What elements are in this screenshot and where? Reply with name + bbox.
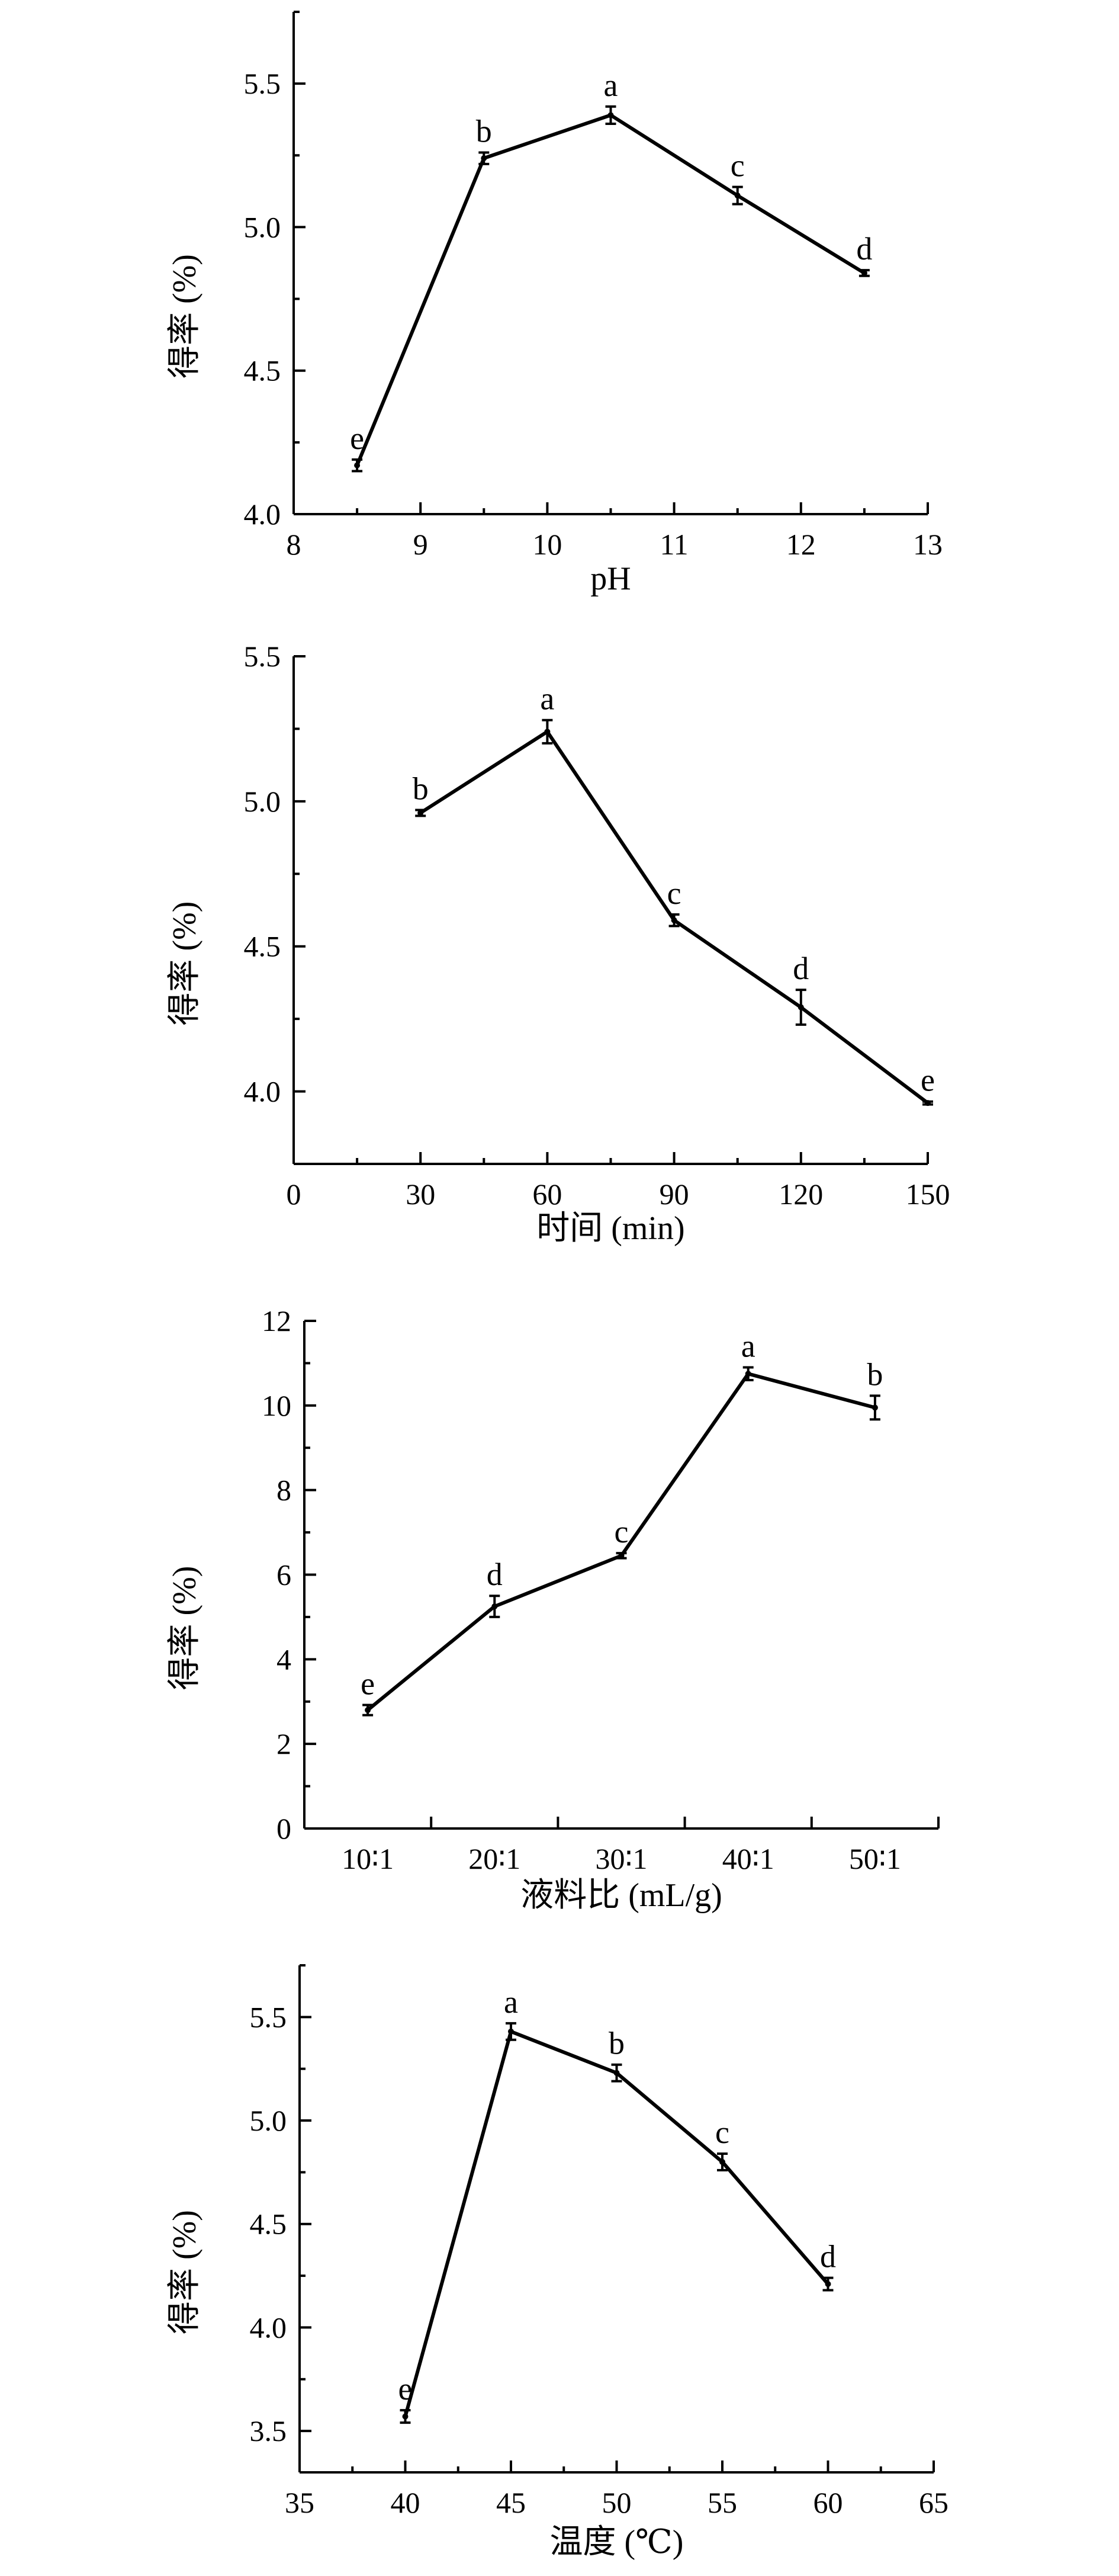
significance-label: e — [350, 421, 364, 456]
data-point — [925, 1100, 931, 1106]
y-tick-label: 4.0 — [250, 2311, 287, 2344]
y-tick-label: 4 — [276, 1643, 291, 1676]
data-point — [508, 2028, 514, 2035]
data-point — [481, 155, 487, 162]
y-tick-label: 5.0 — [244, 785, 281, 818]
x-tick-label: 55 — [708, 2486, 737, 2519]
x-axis-label: 液料比 (mL/g) — [520, 1877, 722, 1914]
x-tick-label: 40 — [391, 2486, 420, 2519]
data-point — [861, 270, 867, 276]
x-tick-label: 30 — [406, 1178, 435, 1211]
data-point — [417, 810, 424, 816]
x-tick-label: 50 — [602, 2486, 632, 2519]
x-tick-label: 30∶1 — [595, 1842, 647, 1875]
x-tick-label: 60 — [813, 2486, 843, 2519]
y-tick-label: 4.5 — [244, 354, 281, 387]
data-point — [618, 1552, 625, 1559]
y-tick-label: 5.0 — [244, 210, 281, 243]
y-tick-label: 0 — [276, 1812, 291, 1845]
data-point — [825, 2281, 831, 2288]
significance-label: a — [540, 681, 554, 717]
data-point — [671, 917, 677, 923]
y-tick-label: 2 — [276, 1727, 291, 1760]
x-axis-label: pH — [590, 560, 631, 597]
significance-label: e — [921, 1063, 935, 1098]
y-axis-label: 得率 (%) — [166, 2210, 203, 2334]
data-point — [607, 112, 614, 118]
x-tick-label: 60 — [532, 1178, 562, 1211]
x-tick-label: 35 — [285, 2486, 314, 2519]
x-tick-label: 8 — [287, 528, 301, 561]
significance-label: a — [504, 1984, 518, 2020]
chart-liquid-ratio: 0 2 4 6 8 10 12 10∶1 20∶1 30∶1 40∶1 50∶1 液料比 (mL/g) 得… — [166, 1304, 940, 1914]
y-tick-label: 6 — [276, 1558, 291, 1592]
significance-label: c — [731, 148, 745, 184]
chart-ph: 4.0 4.5 5.0 5.5 8 9 10 11 12 13 pH 得率 (%) e b a c d — [166, 11, 943, 597]
y-axis-label: 得率 (%) — [166, 1566, 203, 1690]
significance-label: b — [413, 771, 429, 807]
x-axis-label: 时间 (min) — [536, 1210, 684, 1247]
significance-label: c — [615, 1514, 629, 1550]
y-tick-label: 4.5 — [250, 2208, 287, 2241]
x-tick-label: 13 — [913, 528, 943, 561]
y-tick-label: 12 — [262, 1304, 291, 1337]
data-point — [544, 729, 551, 735]
significance-label: d — [793, 951, 809, 986]
data-point — [354, 462, 361, 469]
y-tick-label: 8 — [276, 1474, 291, 1507]
significance-label: e — [361, 1666, 375, 1701]
x-tick-label: 0 — [287, 1178, 301, 1211]
data-point — [491, 1603, 498, 1610]
significance-label: e — [398, 2371, 413, 2407]
data-point — [734, 193, 741, 199]
x-tick-label: 9 — [413, 528, 428, 561]
y-tick-label: 4.0 — [244, 1075, 281, 1108]
x-tick-label: 11 — [660, 528, 689, 561]
y-axis-label: 得率 (%) — [166, 902, 203, 1026]
x-tick-label: 150 — [906, 1178, 950, 1211]
significance-label: b — [867, 1356, 883, 1392]
data-point — [365, 1707, 371, 1714]
data-point — [745, 1371, 751, 1377]
y-tick-label: 5.0 — [250, 2104, 287, 2137]
significance-label: b — [609, 2026, 625, 2061]
significance-label: b — [476, 113, 492, 149]
x-tick-label: 45 — [496, 2486, 526, 2519]
significance-label: d — [856, 231, 872, 267]
y-tick-label: 4.0 — [244, 498, 281, 531]
y-tick-label: 5.5 — [250, 2000, 287, 2033]
data-point — [798, 1004, 804, 1010]
data-point — [613, 2070, 620, 2076]
significance-label: c — [715, 2115, 729, 2150]
data-point — [719, 2158, 725, 2165]
significance-label: d — [820, 2239, 836, 2275]
data-point — [872, 1404, 878, 1411]
y-axis-label: 得率 (%) — [166, 254, 203, 378]
y-tick-label: 3.5 — [250, 2414, 287, 2447]
chart-time: 4.0 4.5 5.0 5.5 0 30 60 90 120 150 时间 (min) 得率 (%) b… — [166, 640, 950, 1247]
significance-label: a — [741, 1329, 755, 1364]
y-tick-label: 5.5 — [244, 67, 281, 100]
x-tick-label: 90 — [660, 1178, 689, 1211]
significance-label: a — [604, 68, 618, 103]
x-tick-label: 50∶1 — [849, 1842, 901, 1875]
x-axis-label: 温度 (℃) — [550, 2524, 684, 2561]
y-tick-label: 5.5 — [244, 640, 281, 673]
y-tick-label: 4.5 — [244, 930, 281, 963]
x-tick-label: 120 — [779, 1178, 823, 1211]
significance-label: d — [487, 1557, 503, 1592]
x-tick-label: 10 — [532, 528, 562, 561]
y-tick-label: 10 — [262, 1389, 291, 1422]
x-tick-label: 40∶1 — [722, 1842, 774, 1875]
x-tick-label: 20∶1 — [468, 1842, 520, 1875]
x-tick-label: 10∶1 — [342, 1842, 394, 1875]
x-tick-label: 65 — [919, 2486, 948, 2519]
x-tick-label: 12 — [786, 528, 816, 561]
significance-label: c — [667, 875, 681, 911]
data-point — [402, 2413, 409, 2420]
chart-temperature: 3.5 4.0 4.5 5.0 5.5 35 40 45 50 55 60 65 温度 (℃) 得率 (%… — [166, 1964, 948, 2561]
